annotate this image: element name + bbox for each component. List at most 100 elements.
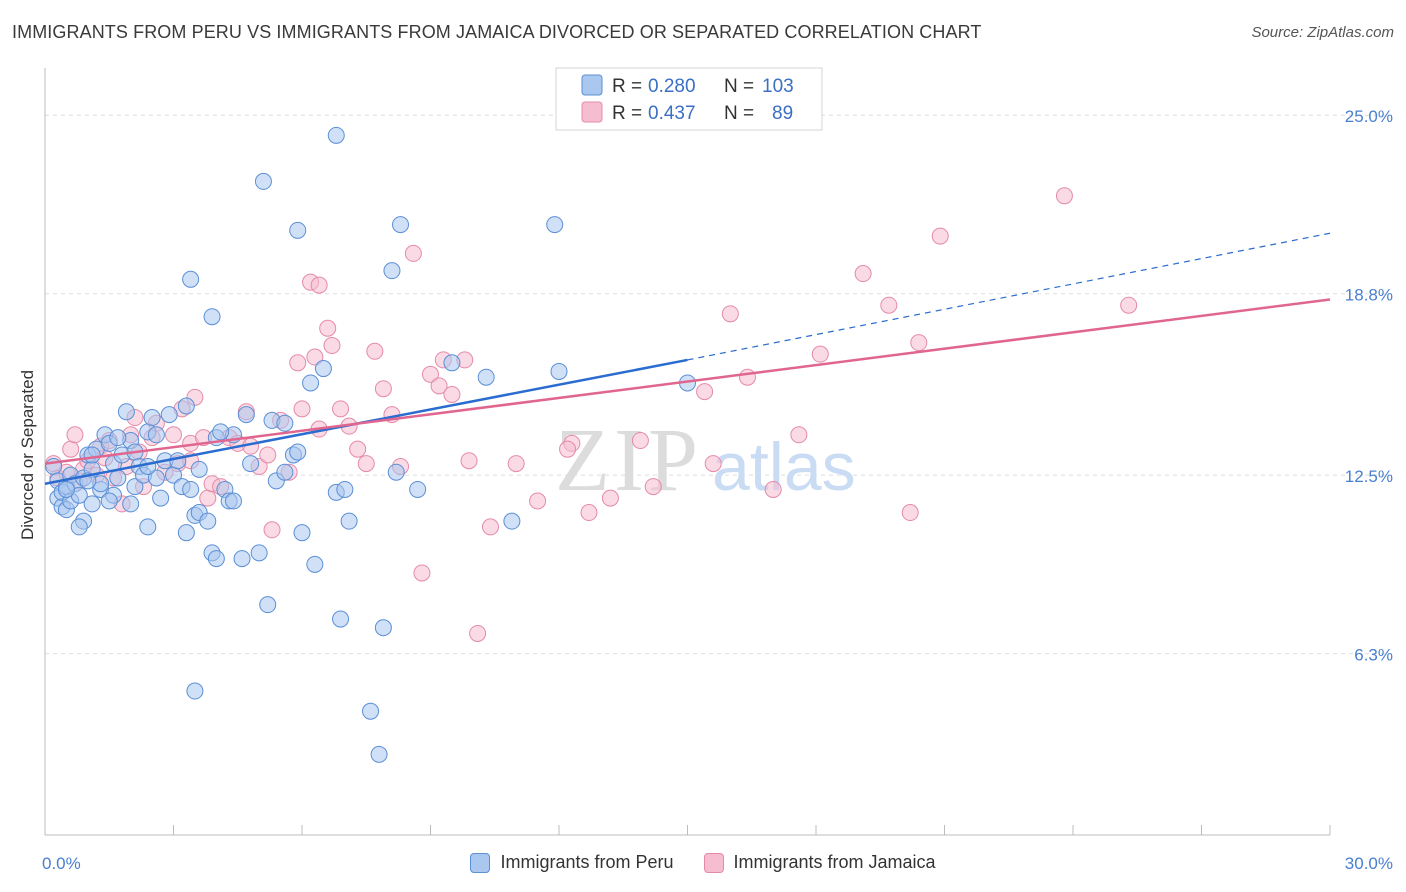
jamaica-point-78 (910, 334, 928, 352)
jamaica-point-76 (880, 296, 898, 314)
peru-point-64 (332, 610, 350, 628)
peru-point-51 (250, 544, 268, 562)
peru-point-15 (83, 495, 101, 513)
peru-point-91 (70, 518, 88, 536)
peru-point-66 (340, 512, 358, 530)
peru-point-31 (143, 409, 161, 427)
peru-point-96 (289, 443, 307, 461)
y-tick-label-0: 6.3% (1354, 646, 1393, 665)
peru-point-75 (443, 354, 461, 372)
watermark-atlas: atlas (712, 429, 856, 505)
legend-item-peru: Immigrants from Peru (470, 852, 674, 873)
jamaica-point-51 (374, 380, 392, 398)
peru-point-53 (259, 596, 277, 614)
peru-point-74 (409, 480, 427, 498)
peru-point-27 (126, 478, 144, 496)
peru-point-68 (362, 702, 380, 720)
jamaica-point-63 (529, 492, 547, 510)
peru-point-83 (83, 446, 101, 464)
jamaica-point-62 (507, 455, 525, 473)
legend-n-label-jamaica: N = (724, 103, 754, 124)
peru-point-79 (550, 362, 568, 380)
peru-point-65 (336, 480, 354, 498)
correlation-legend: R = 0.280 N = 103 R = 0.437 N = 89 (555, 67, 823, 131)
jamaica-point-44 (319, 319, 337, 337)
peru-point-76 (477, 368, 495, 386)
peru-point-39 (182, 480, 200, 498)
peru-point-67 (327, 126, 345, 144)
jamaica-point-49 (357, 455, 375, 473)
peru-point-78 (546, 216, 564, 234)
jamaica-point-28 (199, 489, 217, 507)
peru-point-88 (190, 460, 208, 478)
peru-point-59 (293, 524, 311, 542)
peru-point-49 (237, 406, 255, 424)
peru-point-58 (289, 221, 307, 239)
legend-n-value-jamaica: 89 (772, 103, 793, 124)
peru-point-56 (276, 463, 294, 481)
legend-label-peru: Immigrants from Peru (500, 852, 674, 872)
peru-point-50 (242, 455, 260, 473)
jamaica-point-65 (580, 504, 598, 522)
jamaica-point-75 (854, 265, 872, 283)
peru-point-87 (276, 414, 294, 432)
trend-line-jamaica (44, 298, 1331, 465)
peru-point-42 (199, 512, 217, 530)
y-tick-label-2: 18.8% (1345, 286, 1393, 305)
x-tick-label-1: 30.0% (1345, 854, 1393, 873)
chart-source: Source: ZipAtlas.com (1251, 24, 1394, 41)
y-tick-label-3: 25.0% (1345, 107, 1393, 126)
jamaica-point-4 (66, 426, 84, 444)
axes (44, 68, 1331, 836)
jamaica-point-54 (404, 244, 422, 262)
peru-point-22 (109, 469, 127, 487)
jamaica-point-67 (631, 432, 649, 450)
watermark-zip: ZIP (555, 411, 702, 510)
peru-point-89 (147, 469, 165, 487)
jamaica-point-72 (764, 480, 782, 498)
jamaica-point-3 (62, 440, 80, 458)
jamaica-point-74 (811, 345, 829, 363)
peru-point-69 (370, 745, 388, 763)
jamaica-point-41 (293, 400, 311, 418)
peru-point-90 (100, 492, 118, 510)
jamaica-point-68 (644, 478, 662, 496)
jamaica-point-61 (481, 518, 499, 536)
series-legend: Immigrants from Peru Immigrants from Jam… (0, 852, 1406, 873)
jamaica-point-22 (165, 426, 182, 444)
peru-point-61 (306, 555, 324, 573)
jamaica-point-70 (704, 455, 722, 473)
tick-labels: 6.3% 12.5% 18.8% 25.0% 0.0% 30.0% (42, 107, 1393, 873)
peru-point-70 (374, 619, 392, 637)
peru-point-81 (182, 270, 200, 288)
peru-point-84 (139, 518, 157, 536)
jamaica-point-82 (306, 348, 324, 366)
legend-n-label-peru: N = (724, 76, 754, 97)
jamaica-point-81 (1120, 296, 1138, 314)
grid-lines (45, 114, 1392, 655)
legend-r-label-peru: R = (612, 76, 642, 97)
legend-r-value-peru: 0.280 (648, 76, 696, 97)
legend-swatch-peru-bottom (470, 852, 491, 873)
jamaica-point-77 (901, 504, 919, 522)
peru-point-71 (383, 262, 401, 280)
jamaica-point-86 (721, 305, 739, 323)
peru-point-48 (233, 550, 251, 568)
legend-item-jamaica: Immigrants from Jamaica (703, 852, 936, 873)
legend-r-label-jamaica: R = (612, 103, 642, 124)
peru-point-38 (177, 397, 195, 415)
peru-point-98 (186, 682, 204, 700)
jamaica-point-69 (696, 383, 714, 401)
jamaica-point-88 (310, 276, 328, 294)
peru-point-35 (160, 406, 178, 424)
peru-point-82 (203, 308, 221, 326)
peru-point-94 (169, 452, 187, 470)
trend-lines (44, 232, 1331, 485)
legend-swatch-jamaica-bottom (703, 852, 724, 873)
legend-swatch-jamaica (581, 101, 603, 123)
legend-r-value-jamaica: 0.437 (648, 103, 696, 124)
series-peru-points (45, 126, 696, 763)
jamaica-point-66 (601, 489, 619, 507)
peru-point-73 (392, 216, 410, 234)
